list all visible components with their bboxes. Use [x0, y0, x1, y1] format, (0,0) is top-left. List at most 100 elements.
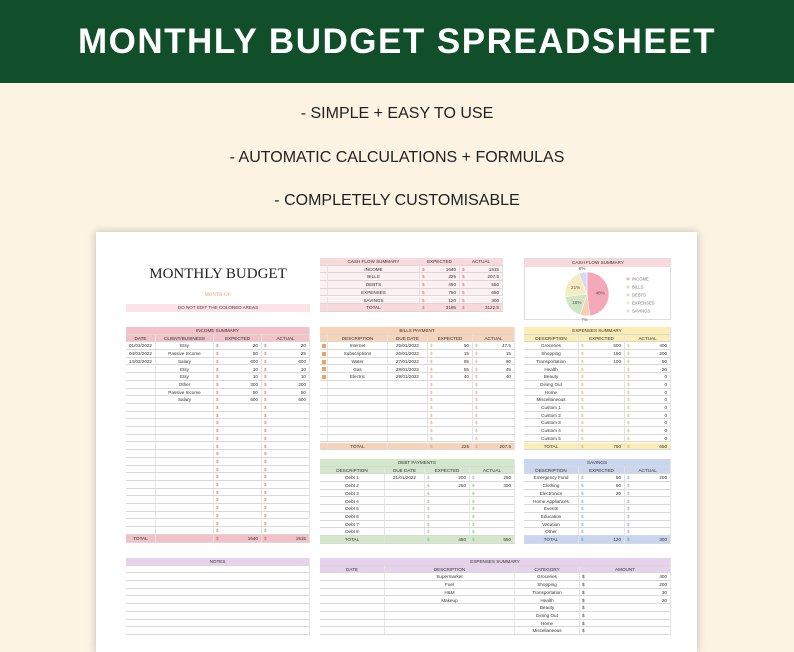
blank-cell: $	[214, 465, 262, 474]
currency: $	[472, 490, 475, 496]
table-cell: $	[425, 489, 470, 498]
table-cell: Dining Out	[515, 611, 580, 620]
currency: $	[264, 489, 267, 495]
amount: 0	[664, 435, 667, 441]
row-marker	[320, 396, 328, 404]
table-cell: 26/01/2022	[388, 350, 428, 358]
currency: $	[581, 420, 584, 426]
total-cell: $120	[579, 536, 625, 544]
table-cell: $10	[214, 373, 262, 381]
amount: 200	[659, 582, 667, 588]
table-cell: Internet	[328, 342, 388, 351]
amount: 47.5	[502, 343, 511, 349]
amount: 120	[613, 537, 621, 542]
currency: $	[581, 374, 584, 380]
blank-cell	[156, 404, 214, 412]
currency: $	[581, 381, 584, 387]
column-header: ACTUAL	[473, 334, 515, 343]
currency: $	[627, 366, 630, 372]
table-cell: $15	[428, 350, 473, 358]
table-cell	[126, 388, 156, 397]
checkbox[interactable]	[322, 367, 326, 372]
total-cell: TOTAL	[320, 536, 385, 544]
amount: 200	[659, 475, 667, 481]
currency: $	[475, 381, 478, 387]
table-cell: $20	[262, 342, 310, 351]
table-cell: $	[470, 497, 515, 506]
amount: 0	[664, 397, 667, 403]
currency: $	[627, 343, 630, 349]
currency: $	[216, 474, 219, 480]
row-marker	[320, 427, 328, 435]
currency: $	[475, 435, 478, 441]
blank-cell	[126, 473, 156, 481]
checkbox[interactable]	[322, 374, 326, 379]
table-title: NOTES	[126, 558, 310, 566]
checkbox[interactable]	[322, 359, 326, 364]
table-cell: 28/01/2022	[388, 365, 428, 374]
table-title: INCOME SUMMARY	[126, 327, 310, 335]
total-cell: $225	[428, 442, 473, 451]
total-cell: $3122.5	[460, 304, 503, 312]
currency: $	[264, 343, 267, 349]
column-header: DESCRIPTION	[524, 334, 579, 343]
currency: $	[627, 483, 630, 489]
table-cell: $20	[579, 489, 625, 498]
table-cell: Groceries	[515, 573, 580, 582]
blank-cell: $	[214, 457, 262, 466]
blank-cell: $	[214, 442, 262, 451]
blank-cell	[126, 619, 310, 628]
column-header: EXPECTED	[420, 258, 460, 266]
currency: $	[430, 443, 433, 449]
table-cell: Miscellaneous	[515, 627, 580, 635]
currency: $	[422, 282, 425, 288]
total-cell: TOTAL	[524, 442, 579, 451]
amount: 1515	[488, 266, 499, 272]
table-cell: Health	[524, 365, 579, 374]
currency: $	[422, 274, 425, 280]
currency: $	[581, 351, 584, 357]
checkbox[interactable]	[322, 344, 326, 349]
currency: $	[430, 397, 433, 403]
blank-cell	[126, 511, 156, 520]
row-marker	[320, 265, 328, 274]
table-cell: $	[579, 427, 625, 435]
blank-cell	[126, 457, 156, 466]
column-header: DATE	[126, 334, 156, 343]
blank-cell: $	[262, 419, 310, 428]
table-cell: $	[580, 619, 671, 628]
checkbox[interactable]	[322, 351, 326, 356]
blank-cell: $	[428, 396, 473, 404]
table-cell: $200	[625, 350, 671, 358]
currency: $	[475, 397, 478, 403]
table-cell: $600	[262, 396, 310, 404]
currency: $	[430, 351, 433, 357]
currency: $	[264, 520, 267, 526]
slice-label: 18%	[572, 300, 581, 305]
currency: $	[472, 475, 475, 481]
currency: $	[216, 389, 219, 395]
currency: $	[216, 405, 219, 410]
blank-cell	[156, 411, 214, 420]
blank-cell	[126, 596, 310, 605]
total-cell	[388, 442, 428, 451]
currency: $	[216, 428, 219, 434]
amount: 550	[491, 282, 499, 288]
currency: $	[627, 351, 630, 357]
table-cell: $	[470, 505, 515, 513]
legend-label: DEBTS	[632, 293, 646, 298]
total-cell: $550	[470, 536, 515, 544]
table-cell: 01/02/2022	[126, 342, 156, 351]
table-cell: $	[625, 505, 671, 513]
table-cell: $0	[625, 434, 671, 443]
table-cell: $0	[625, 396, 671, 404]
currency: $	[581, 343, 584, 349]
table-cell: $40	[428, 373, 473, 381]
row-marker	[320, 442, 328, 451]
currency: $	[581, 490, 584, 496]
amount: 0	[664, 405, 667, 410]
blank-cell	[388, 419, 428, 428]
table-cell: $650	[460, 288, 503, 297]
table-cell: EXPENSES	[328, 288, 420, 297]
pie-chart: 48% 7% 18% 21% 6% INCOME BILLS DEBTS EXPENSES SAV…	[564, 267, 655, 321]
